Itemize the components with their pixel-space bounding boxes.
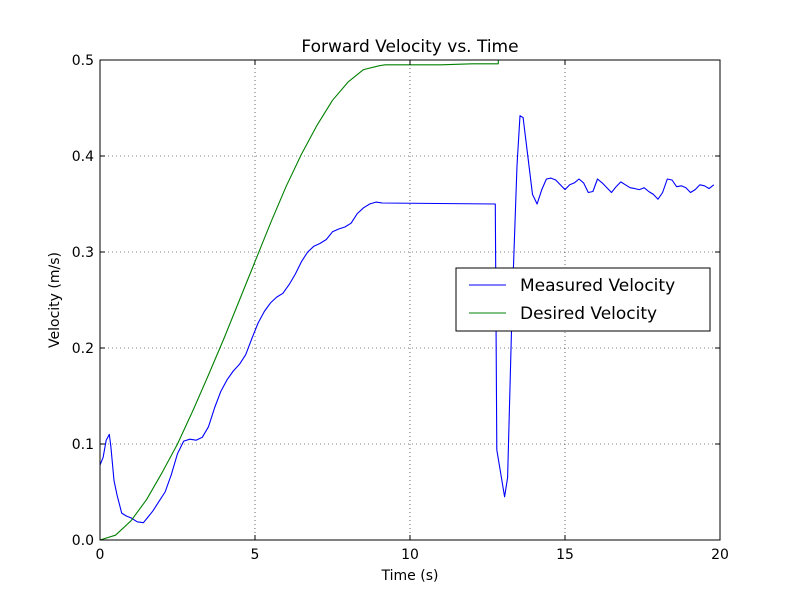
- x-tick-label: 5: [251, 547, 260, 563]
- y-tick-label: 0.0: [72, 533, 94, 549]
- y-tick-label: 0.3: [72, 245, 94, 261]
- series-line-measured: [99, 115, 715, 524]
- y-tick-label: 0.2: [72, 341, 94, 357]
- x-tick-label: 15: [556, 547, 574, 563]
- legend-label-measured: Measured Velocity: [520, 276, 675, 296]
- chart-title: Forward Velocity vs. Time: [301, 37, 518, 57]
- x-axis-title: Time (s): [381, 568, 439, 584]
- y-tick-label: 0.4: [72, 149, 94, 165]
- ticks: 0 5 10 15 20 0.0 0.1 0.2 0.3 0.4 0.5: [72, 53, 729, 563]
- x-tick-label: 0: [96, 547, 105, 563]
- y-axis-title: Velocity (m/s): [47, 252, 63, 348]
- series-group: [99, 60, 715, 541]
- legend-label-desired: Desired Velocity: [520, 304, 657, 324]
- series-line-desired: [99, 60, 499, 541]
- legend-box: [455, 267, 711, 332]
- x-tick-label: 10: [401, 547, 419, 563]
- legend: Measured Velocity Desired Velocity: [455, 267, 711, 332]
- y-tick-label: 0.1: [72, 437, 94, 453]
- y-tick-label: 0.5: [72, 53, 94, 69]
- x-tick-label: 20: [711, 547, 729, 563]
